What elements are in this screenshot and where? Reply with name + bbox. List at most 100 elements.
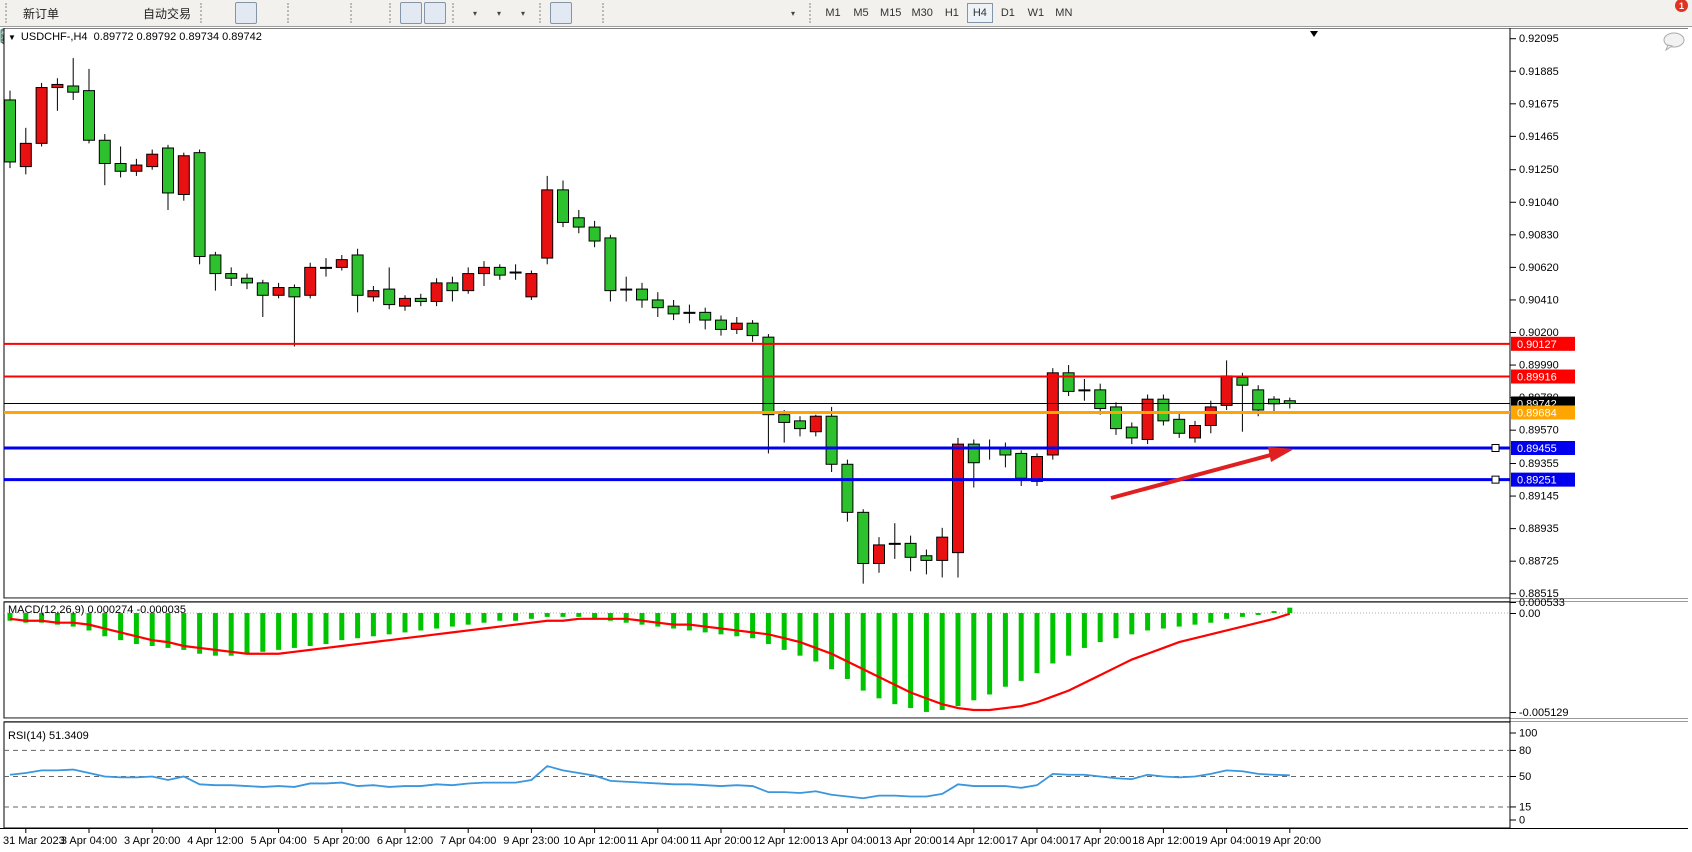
- new-order-button[interactable]: 新订单: [1, 2, 62, 43]
- svg-text:13 Apr 04:00: 13 Apr 04:00: [816, 835, 878, 847]
- signals-button[interactable]: [1, 2, 134, 42]
- vertical-line-button[interactable]: [6, 2, 635, 43]
- line-chart-button[interactable]: [2, 2, 281, 43]
- trend-arrow-annotation[interactable]: [1110, 447, 1294, 500]
- svg-text:0.91675: 0.91675: [1519, 98, 1559, 110]
- svg-text:17 Apr 20:00: 17 Apr 20:00: [1069, 835, 1131, 847]
- tab-timeframe-d1[interactable]: D1: [1000, 7, 1015, 19]
- tab-timeframe-mn[interactable]: MN: [1055, 7, 1073, 19]
- bar-chart-button[interactable]: [2, 2, 233, 43]
- svg-text:4 Apr 12:00: 4 Apr 12:00: [187, 835, 243, 847]
- search-button[interactable]: [3, 2, 1650, 45]
- macd-signal-line: [9, 612, 1291, 712]
- svg-text:0.89990: 0.89990: [1519, 360, 1559, 372]
- tab-timeframe-m5[interactable]: M5: [853, 7, 869, 19]
- svg-text:6 Apr 12:00: 6 Apr 12:00: [377, 835, 433, 847]
- macd-main-value: 0.000274: [87, 604, 134, 616]
- macd-signal-value: -0.000035: [136, 604, 186, 616]
- candlestick-chart-button[interactable]: [2, 2, 258, 43]
- tab-timeframe-h1[interactable]: H1: [944, 7, 959, 19]
- chevron-down-icon: ▾: [791, 8, 796, 18]
- svg-text:0.90830: 0.90830: [1519, 229, 1559, 241]
- chart-marker-icon: [1310, 31, 1318, 37]
- main-pane[interactable]: [3, 28, 1511, 599]
- community-button[interactable]: [1, 2, 110, 44]
- svg-text:0.91250: 0.91250: [1519, 164, 1559, 176]
- svg-text:0.00: 0.00: [1519, 608, 1540, 620]
- equidistant-channel-button[interactable]: E: [1, 2, 707, 44]
- chevron-down-icon: ▾: [473, 8, 478, 18]
- chat-button[interactable]: 1: [1661, 0, 1688, 51]
- rsi-pane[interactable]: [3, 721, 1511, 829]
- hline-0.89455[interactable]: [4, 444, 1510, 453]
- market-button[interactable]: [1, 2, 86, 43]
- tile-windows-button[interactable]: [1, 2, 383, 43]
- rsi-indicator-label: RSI(14) 51.3409: [8, 730, 89, 742]
- text-label-button[interactable]: T: [1, 2, 779, 43]
- rsi-value: 51.3409: [48, 730, 89, 742]
- auto-scroll-button[interactable]: [3, 2, 423, 43]
- chart-canvas[interactable]: 0.92095 0.91885 0.91675 0.91465 0.91250 0.910…: [0, 28, 1692, 852]
- text-button[interactable]: A: [2, 2, 755, 44]
- svg-text:0.88515: 0.88515: [1519, 588, 1559, 600]
- hline-0.89251[interactable]: [4, 475, 1510, 484]
- svg-text:17 Apr 04:00: 17 Apr 04:00: [1006, 835, 1068, 847]
- svg-text:0.89570: 0.89570: [1519, 425, 1559, 437]
- tab-timeframe-h4[interactable]: H4: [966, 3, 993, 23]
- svg-text:50: 50: [1519, 771, 1531, 783]
- price-badge-0.89684: 0.89684: [1511, 405, 1575, 420]
- separator: [350, 3, 356, 23]
- svg-text:3 Apr 20:00: 3 Apr 20:00: [124, 835, 180, 847]
- svg-text:0: 0: [1519, 815, 1525, 827]
- rsi-name: RSI(14): [8, 730, 46, 742]
- tab-timeframe-w1[interactable]: W1: [1027, 7, 1045, 19]
- svg-text:12 Apr 12:00: 12 Apr 12:00: [753, 835, 815, 847]
- periods-button[interactable]: ▾: [0, 2, 509, 44]
- autotrading-label: 自动交易: [143, 6, 192, 21]
- macd-pane[interactable]: [3, 601, 1511, 719]
- rsi-line: [9, 765, 1290, 800]
- svg-text:5 Apr 04:00: 5 Apr 04:00: [250, 835, 306, 847]
- toolbar: 新订单 自动交易 ▾ ▾: [0, 0, 1692, 51]
- tab-timeframe-m30[interactable]: M30: [911, 7, 933, 19]
- price-badge-0.89251: 0.89251: [1511, 472, 1575, 487]
- autotrading-button[interactable]: 自动交易: [0, 2, 194, 44]
- cursor-button[interactable]: [4, 2, 573, 43]
- fibonacci-button[interactable]: F: [2, 2, 731, 44]
- svg-text:0.90200: 0.90200: [1519, 327, 1559, 339]
- zoom-in-button[interactable]: [2, 2, 320, 43]
- arrows-button[interactable]: ▾: [3, 2, 803, 42]
- svg-text:19 Apr 04:00: 19 Apr 04:00: [1195, 835, 1257, 847]
- horizontal-line-button[interactable]: [2, 2, 659, 37]
- svg-text:3 Apr 04:00: 3 Apr 04:00: [61, 835, 117, 847]
- templates-button[interactable]: ▾: [0, 2, 533, 43]
- chart-title-bar[interactable]: ▼ USDCHF-,H4 0.89772 0.89792 0.89734 0.89…: [8, 31, 262, 43]
- crosshair-button[interactable]: [1, 2, 596, 43]
- toolbar-right-group: 1: [3, 0, 1688, 51]
- svg-text:0.89355: 0.89355: [1519, 458, 1559, 470]
- separator: [809, 3, 815, 23]
- tab-timeframe-m1[interactable]: M1: [825, 7, 841, 19]
- svg-text:0.88725: 0.88725: [1519, 556, 1559, 568]
- trendline-button[interactable]: [2, 2, 683, 42]
- svg-text:15: 15: [1519, 801, 1531, 813]
- macd-name: MACD(12,26,9): [8, 604, 85, 616]
- tab-timeframe-m15[interactable]: M15: [880, 7, 902, 19]
- chart-shift-button[interactable]: [3, 2, 447, 43]
- svg-text:100: 100: [1519, 728, 1537, 740]
- svg-text:0.000533: 0.000533: [1519, 597, 1565, 609]
- price-axis[interactable]: 0.92095 0.91885 0.91675 0.91465 0.91250 0.910…: [1510, 33, 1569, 827]
- chart-ohlc-values: 0.89772 0.89792 0.89734 0.89742: [93, 31, 262, 43]
- macd-histogram: [7, 607, 1293, 712]
- separator: [602, 3, 608, 23]
- indicators-button[interactable]: ▾: [1, 2, 485, 43]
- price-badge-0.89916: 0.89916: [1511, 369, 1575, 384]
- candles-layer: [4, 58, 1296, 584]
- zoom-out-button[interactable]: [2, 2, 344, 43]
- svg-text:19 Apr 20:00: 19 Apr 20:00: [1259, 835, 1321, 847]
- collapse-triangle-icon[interactable]: ▼: [8, 33, 16, 42]
- svg-text:0.90127: 0.90127: [1517, 339, 1557, 351]
- separator: [287, 3, 293, 23]
